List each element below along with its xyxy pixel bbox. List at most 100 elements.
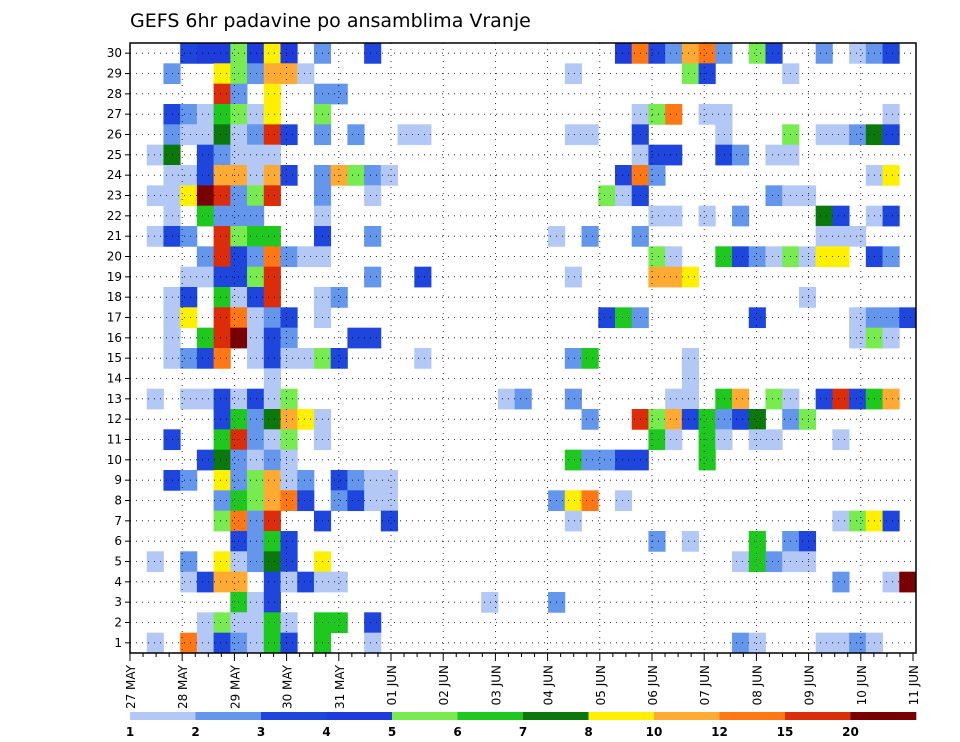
colorbar-swatch bbox=[850, 712, 917, 720]
heatmap-cell bbox=[564, 449, 582, 471]
heatmap-cell bbox=[715, 246, 733, 268]
heatmap-cell bbox=[648, 144, 666, 166]
heatmap-cell bbox=[213, 470, 231, 491]
y-tick-label: 27 bbox=[107, 107, 122, 121]
heatmap-cell bbox=[263, 490, 281, 512]
heatmap-cell bbox=[347, 124, 365, 146]
heatmap-cell bbox=[732, 409, 750, 430]
heatmap-cell bbox=[715, 124, 733, 146]
heatmap-cell bbox=[564, 124, 582, 146]
heatmap-cell bbox=[180, 470, 198, 491]
x-tick-label: 27 MAY bbox=[124, 664, 138, 709]
heatmap-cell bbox=[196, 165, 215, 186]
heatmap-cell bbox=[732, 205, 750, 227]
heatmap-cell bbox=[347, 470, 365, 491]
y-tick-label: 4 bbox=[114, 575, 122, 589]
heatmap-cell bbox=[247, 246, 265, 268]
heatmap-cell bbox=[263, 246, 281, 268]
heatmap-cell bbox=[665, 104, 683, 125]
heatmap-cell bbox=[247, 612, 265, 634]
heatmap-cell bbox=[380, 490, 398, 512]
heatmap-cell bbox=[263, 307, 281, 329]
heatmap-cell bbox=[899, 307, 917, 329]
heatmap-cell bbox=[748, 551, 766, 573]
y-tick-label: 25 bbox=[107, 148, 122, 162]
heatmap-cell bbox=[598, 307, 616, 329]
heatmap-cell bbox=[146, 226, 164, 247]
heatmap-cell bbox=[648, 409, 666, 430]
heatmap-cell bbox=[715, 429, 733, 451]
heatmap-cell bbox=[263, 409, 281, 430]
heatmap-cell bbox=[280, 470, 298, 491]
heatmap-cell bbox=[849, 43, 867, 64]
heatmap-cell bbox=[614, 307, 633, 329]
heatmap-cell bbox=[213, 348, 231, 369]
heatmap-cell bbox=[263, 266, 281, 288]
colorbar: 1 2 3 4 5 6 7 8 10 12 15 20 bbox=[126, 712, 917, 739]
heatmap-cell bbox=[414, 266, 432, 288]
heatmap-cell bbox=[196, 348, 215, 369]
heatmap-cell bbox=[798, 409, 817, 430]
y-tick-label: 14 bbox=[107, 372, 122, 386]
x-tick-label: 07 JUN bbox=[698, 665, 712, 705]
heatmap-cell bbox=[263, 104, 281, 125]
heatmap-cell bbox=[715, 388, 733, 410]
heatmap-cell bbox=[330, 571, 348, 593]
heatmap-cell bbox=[614, 449, 633, 471]
heatmap-cell bbox=[815, 124, 833, 146]
y-axis: 1234567891011121314151617181920212223242… bbox=[107, 46, 130, 650]
heatmap-cell bbox=[665, 409, 683, 430]
heatmap-cell bbox=[247, 632, 265, 654]
heatmap-cell bbox=[247, 470, 265, 491]
heatmap-cell bbox=[213, 571, 231, 593]
y-tick-label: 22 bbox=[107, 209, 122, 223]
heatmap-cell bbox=[665, 246, 683, 268]
heatmap-cell bbox=[564, 388, 582, 410]
heatmap-cell bbox=[614, 165, 633, 186]
heatmap-cell bbox=[698, 63, 716, 85]
heatmap-cell bbox=[715, 43, 733, 64]
heatmap-cell bbox=[798, 185, 817, 207]
heatmap-cell bbox=[882, 327, 900, 349]
heatmap-cell bbox=[765, 429, 783, 451]
heatmap-cell bbox=[882, 246, 900, 268]
heatmap-cell bbox=[247, 266, 265, 288]
heatmap-cell bbox=[364, 470, 382, 491]
heatmap-cell bbox=[263, 612, 281, 634]
heatmap-cell bbox=[213, 165, 231, 186]
y-tick-label: 13 bbox=[107, 392, 122, 406]
y-tick-label: 8 bbox=[114, 494, 122, 508]
x-tick-label: 29 MAY bbox=[228, 664, 242, 709]
heatmap-cell bbox=[263, 510, 281, 532]
heatmap-cell bbox=[882, 307, 900, 329]
heatmap-cell bbox=[297, 470, 315, 491]
heatmap-cell bbox=[330, 348, 348, 369]
heatmap-cell bbox=[832, 429, 850, 451]
heatmap-cell bbox=[364, 266, 382, 288]
heatmap-cell bbox=[681, 63, 699, 85]
y-tick-label: 19 bbox=[107, 270, 122, 284]
heatmap-cell bbox=[364, 185, 382, 207]
heatmap-cell bbox=[330, 612, 348, 634]
heatmap-cell bbox=[146, 144, 164, 166]
colorbar-label: 2 bbox=[191, 725, 199, 739]
heatmap-cell bbox=[196, 388, 215, 410]
heatmap-cell bbox=[180, 388, 198, 410]
heatmap-cell bbox=[180, 266, 198, 288]
heatmap-cell bbox=[765, 551, 783, 573]
heatmap-cell bbox=[213, 327, 231, 349]
heatmap-cell bbox=[815, 43, 833, 64]
heatmap-cell bbox=[698, 409, 716, 430]
heatmap-cell bbox=[247, 327, 265, 349]
colorbar-label: 3 bbox=[257, 725, 265, 739]
heatmap-cell bbox=[581, 490, 599, 512]
heatmap-cell bbox=[247, 531, 265, 552]
heatmap-cell bbox=[213, 205, 231, 227]
heatmap-cell bbox=[247, 449, 265, 471]
y-tick-label: 16 bbox=[107, 331, 122, 345]
heatmap-cell bbox=[263, 429, 281, 451]
heatmap-cell bbox=[798, 287, 817, 308]
heatmap-cell bbox=[581, 409, 599, 430]
y-tick-label: 28 bbox=[107, 87, 122, 101]
colorbar-swatch bbox=[326, 712, 393, 720]
